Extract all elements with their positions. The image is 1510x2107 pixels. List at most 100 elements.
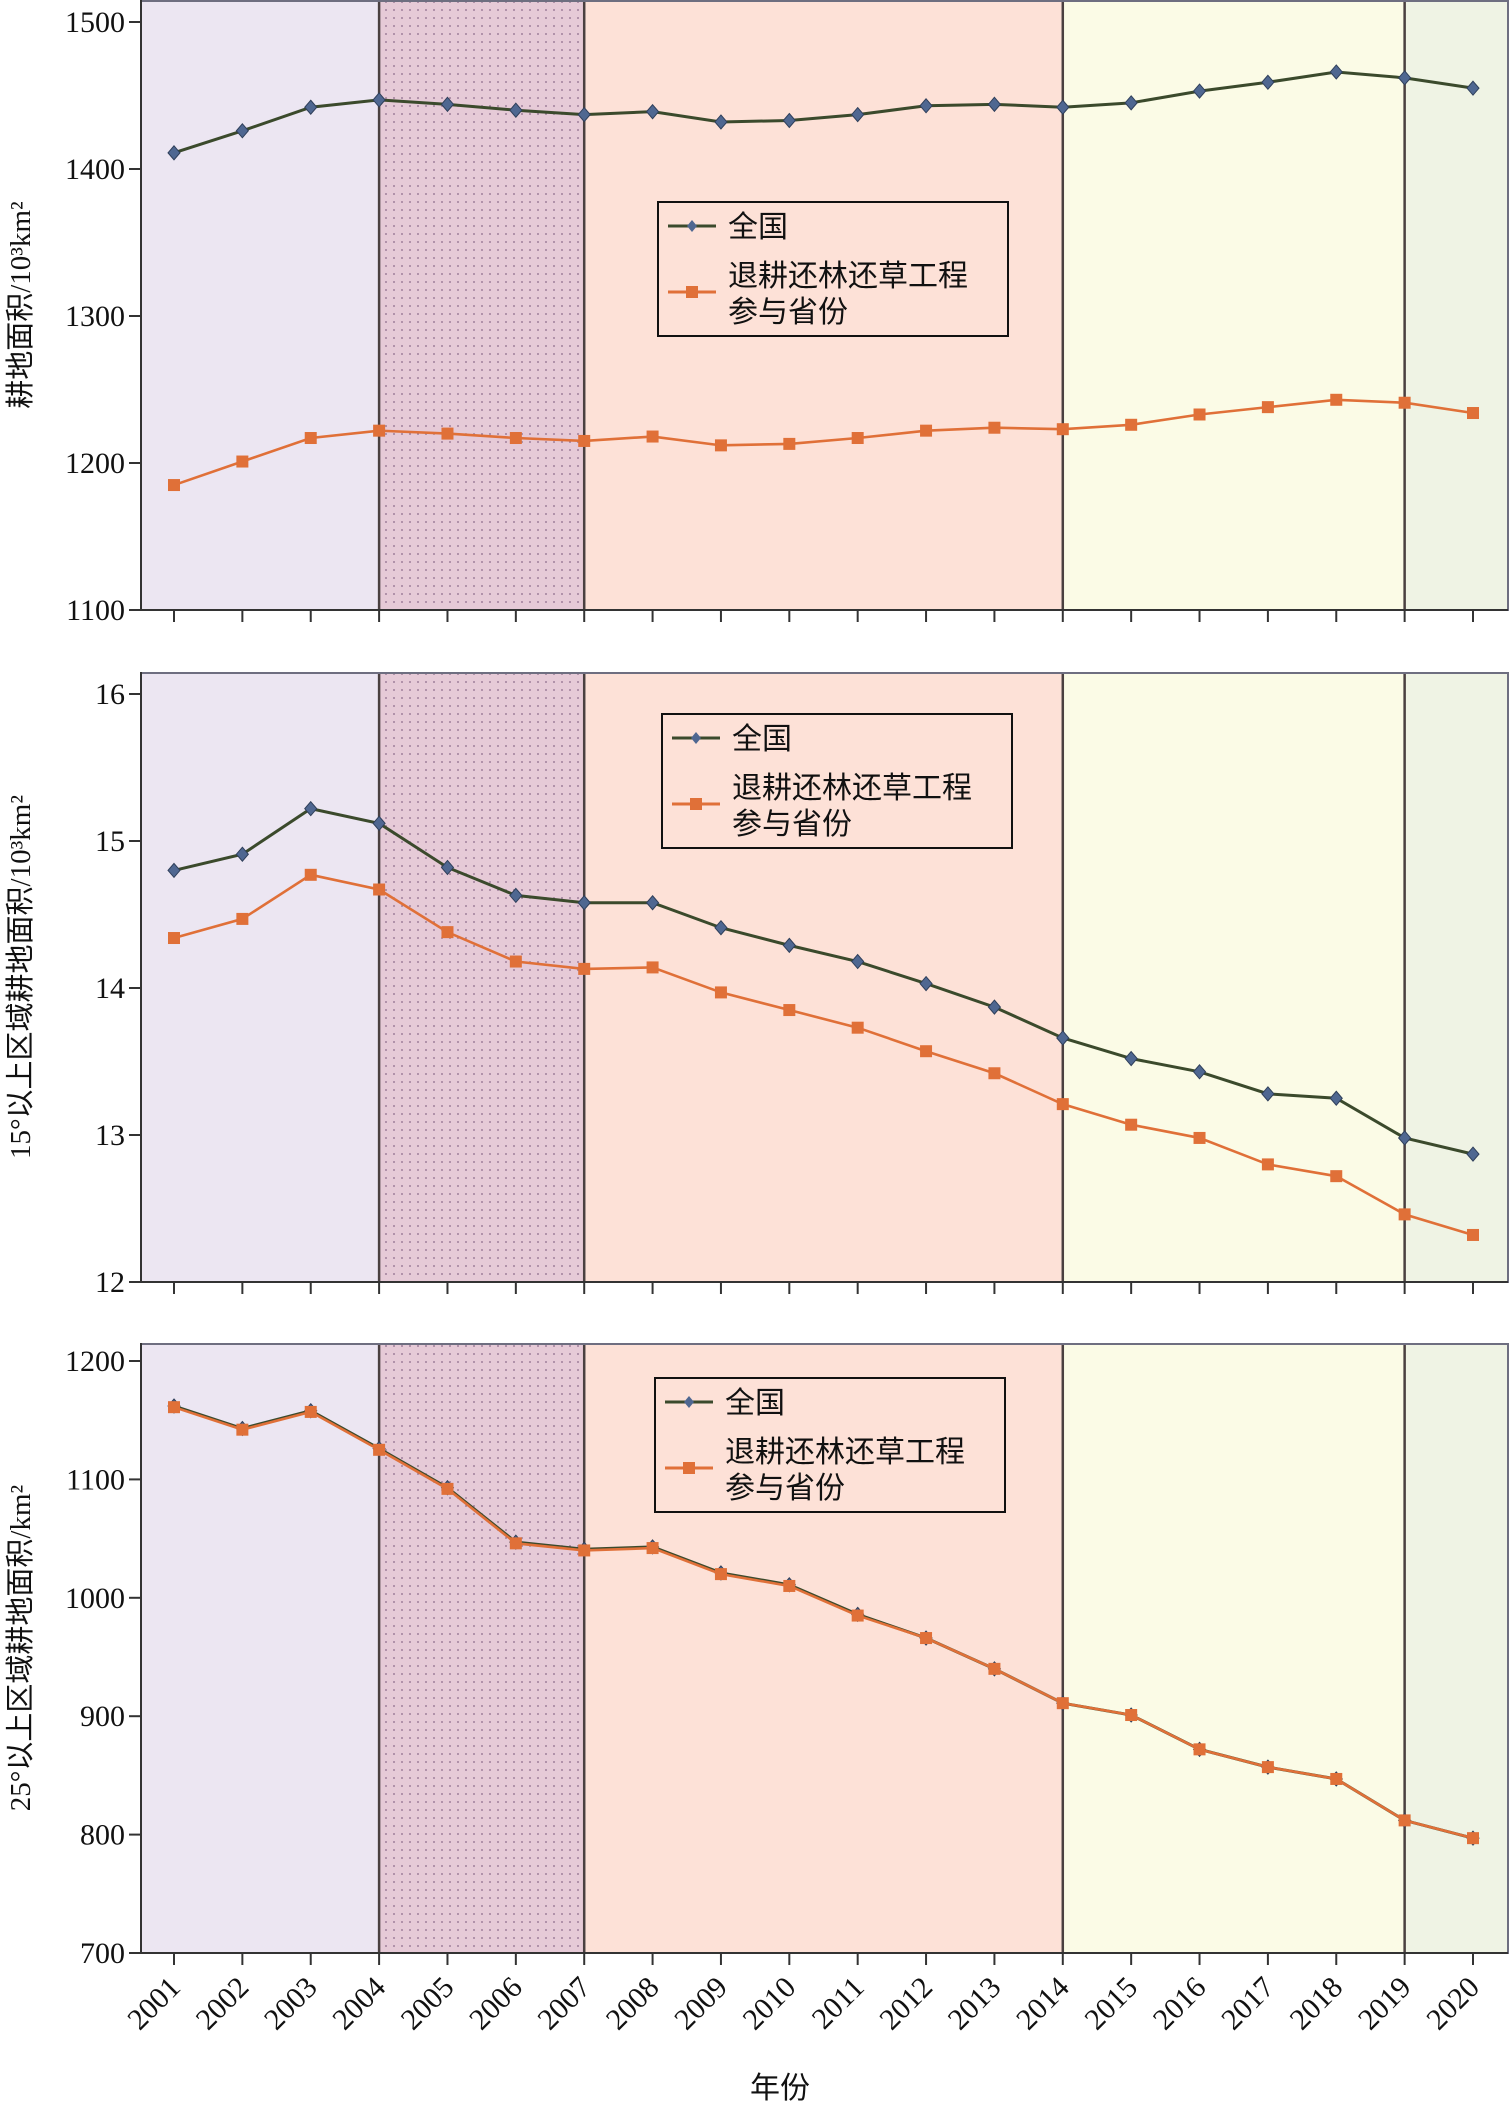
point-provinces xyxy=(168,932,180,945)
legend-label-national: 全国 xyxy=(725,1386,785,1421)
point-provinces xyxy=(1398,1814,1411,1827)
point-provinces xyxy=(304,1405,317,1418)
y-axis-title: 25°以上区域耕地面积/km² xyxy=(4,1484,37,1811)
point-provinces xyxy=(373,424,386,437)
point-national xyxy=(714,919,728,936)
point-national xyxy=(1124,95,1138,111)
point-national xyxy=(1124,1050,1138,1067)
point-national xyxy=(987,96,1002,113)
x-tick-label: 2002 xyxy=(190,1971,256,2037)
point-national xyxy=(782,112,796,129)
point-provinces xyxy=(783,1004,796,1017)
point-national xyxy=(1329,1090,1343,1107)
y-tick-label: 15 xyxy=(95,825,125,858)
legend-label-national: 全国 xyxy=(732,722,792,757)
point-national xyxy=(372,92,386,108)
legend-label-national: 全国 xyxy=(728,210,788,245)
point-provinces xyxy=(646,430,659,443)
point-provinces xyxy=(168,479,180,492)
point-provinces xyxy=(236,1423,249,1436)
legend-marker-national xyxy=(687,220,697,232)
point-provinces xyxy=(851,1021,864,1034)
point-national xyxy=(304,800,318,817)
x-tick-label: 2010 xyxy=(737,1971,803,2037)
y-tick-label: 12 xyxy=(95,1266,125,1299)
point-provinces xyxy=(920,424,933,437)
point-national xyxy=(645,894,660,911)
point-provinces xyxy=(714,439,727,452)
x-axis-title: 年份 xyxy=(750,2071,810,2106)
x-tick-label: 2011 xyxy=(806,1971,871,2036)
x-tick-label: 2003 xyxy=(258,1971,324,2037)
point-provinces xyxy=(646,1542,659,1555)
period-band-4 xyxy=(1062,0,1405,610)
point-provinces xyxy=(1125,418,1138,431)
point-provinces xyxy=(1330,393,1343,406)
legend-marker-national xyxy=(684,1396,694,1408)
point-provinces xyxy=(1261,401,1274,414)
point-provinces xyxy=(304,868,317,881)
point-provinces xyxy=(509,432,522,445)
point-national xyxy=(577,106,591,123)
point-national xyxy=(1056,1030,1070,1046)
point-provinces xyxy=(441,1482,454,1495)
x-tick-label: 2015 xyxy=(1078,1971,1144,2037)
point-provinces xyxy=(1467,1832,1479,1845)
y-tick-label: 800 xyxy=(80,1819,125,1852)
x-tick-label: 2004 xyxy=(326,1971,392,2037)
x-tick-label: 2014 xyxy=(1010,1971,1076,2037)
x-tick-label: 2007 xyxy=(531,1971,597,2037)
y-tick-label: 1200 xyxy=(65,1345,125,1378)
point-provinces xyxy=(1467,407,1479,420)
point-provinces xyxy=(509,1537,522,1550)
period-band-5 xyxy=(1404,672,1508,1282)
point-provinces xyxy=(988,421,1001,434)
y-axis-title: 15°以上区域耕地面积/10³km² xyxy=(4,795,37,1159)
y-axis-title: 耕地面积/10³km² xyxy=(4,201,37,409)
period-band-1 xyxy=(141,672,380,1282)
legend-box xyxy=(661,713,1013,849)
legend-label-provinces-line1: 退耕还林还草工程 xyxy=(728,259,968,294)
point-national xyxy=(919,975,933,992)
point-provinces xyxy=(783,437,796,450)
point-national xyxy=(714,114,728,130)
y-tick-label: 700 xyxy=(80,1937,125,1970)
period-band-dots xyxy=(379,0,585,610)
point-provinces xyxy=(1330,1772,1343,1785)
legend-marker-provinces xyxy=(686,286,698,298)
point-provinces xyxy=(714,986,727,999)
period-band-dots xyxy=(379,672,585,1282)
point-provinces xyxy=(920,1632,933,1645)
point-national xyxy=(645,103,660,120)
x-tick-label: 2016 xyxy=(1147,1971,1213,2037)
point-provinces xyxy=(1125,1709,1138,1722)
period-band-3 xyxy=(584,1343,1063,1953)
y-tick-label: 1100 xyxy=(66,1463,125,1496)
period-band-4 xyxy=(1062,1343,1405,1953)
point-provinces xyxy=(168,1401,180,1414)
point-provinces xyxy=(1056,1697,1069,1710)
point-national xyxy=(1397,70,1412,86)
point-provinces xyxy=(578,962,591,975)
point-provinces xyxy=(1125,1118,1138,1131)
point-national xyxy=(509,102,523,118)
point-provinces xyxy=(646,961,659,974)
legend-marker-national xyxy=(691,732,701,744)
point-national xyxy=(304,99,318,116)
point-provinces xyxy=(714,1568,727,1581)
y-tick-label: 1300 xyxy=(65,300,125,333)
point-national xyxy=(509,887,523,904)
x-tick-label: 2009 xyxy=(668,1971,734,2037)
point-provinces xyxy=(988,1067,1001,1080)
point-provinces xyxy=(1193,408,1206,421)
point-provinces xyxy=(1056,1098,1069,1111)
point-provinces xyxy=(920,1045,933,1058)
series-line-national xyxy=(173,70,1474,155)
series-line-provinces xyxy=(173,1405,1474,1840)
point-provinces xyxy=(509,955,522,968)
point-national xyxy=(1397,1130,1412,1146)
point-provinces xyxy=(1467,1228,1479,1241)
x-tick-label: 2018 xyxy=(1283,1971,1349,2037)
